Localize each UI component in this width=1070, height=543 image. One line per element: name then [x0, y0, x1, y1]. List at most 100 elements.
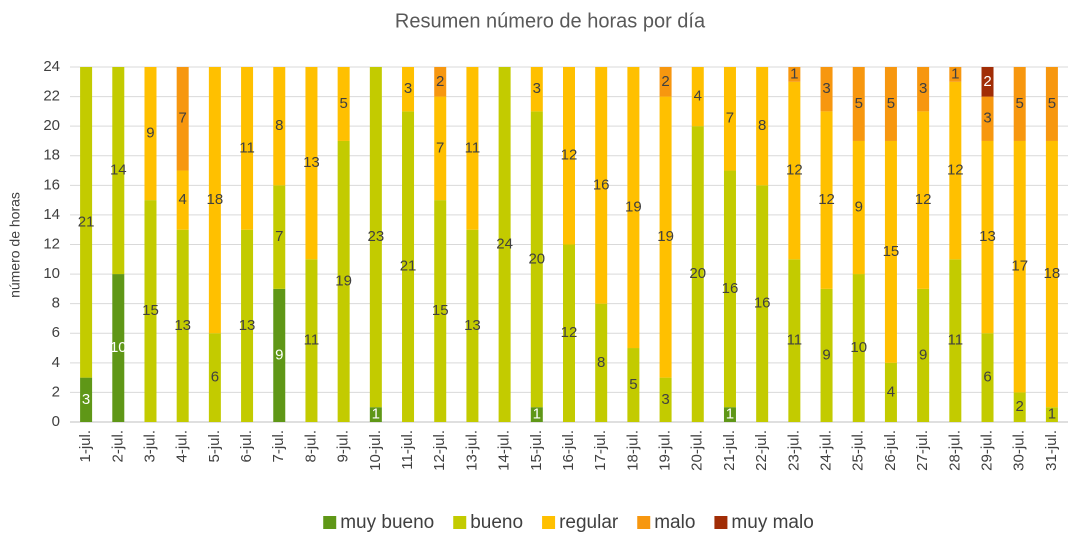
- bar-segment: [981, 67, 994, 97]
- bar-segment: [1045, 407, 1058, 422]
- data-label: 3: [82, 391, 90, 408]
- bar-segment: [917, 288, 930, 422]
- bar-segment: [1045, 67, 1058, 141]
- data-label: 20: [689, 265, 706, 282]
- data-label: 3: [404, 80, 412, 97]
- data-label: 19: [657, 228, 674, 245]
- bar-segment: [402, 67, 415, 112]
- data-label: 10: [850, 339, 867, 356]
- data-label: 15: [142, 302, 159, 319]
- bar-segment: [273, 67, 286, 186]
- x-tick-label: 16-jul.: [560, 430, 577, 471]
- legend-label: regular: [559, 512, 619, 533]
- bar-segment: [176, 229, 189, 422]
- bar-segment: [659, 377, 672, 422]
- bar-segment: [659, 67, 672, 97]
- bar-segment: [466, 67, 479, 230]
- x-tick-label: 26-jul.: [882, 430, 899, 471]
- x-tick-label: 8-jul.: [302, 430, 319, 463]
- x-tick-label: 28-jul.: [946, 430, 963, 471]
- bar-segment: [337, 67, 350, 141]
- bar-segment: [627, 348, 640, 422]
- data-label: 11: [304, 332, 320, 349]
- bar-segment: [80, 67, 93, 378]
- x-tick-label: 29-jul.: [978, 430, 995, 471]
- bar-segment: [595, 67, 608, 304]
- bar-segment: [659, 96, 672, 378]
- bar-segment: [949, 81, 962, 260]
- data-label: 12: [561, 324, 578, 341]
- bar-segment: [369, 67, 382, 408]
- x-tick-label: 21-jul.: [721, 430, 738, 471]
- bar-segment: [563, 244, 575, 422]
- y-tick-label: 24: [43, 58, 60, 75]
- bar-segment: [530, 67, 543, 112]
- bar-segment: [305, 259, 318, 422]
- data-label: 1: [790, 65, 798, 82]
- bar-segment: [1013, 67, 1026, 141]
- bar-segment: [369, 407, 382, 422]
- bar-segment: [788, 81, 801, 260]
- bar-segment: [788, 67, 801, 82]
- data-label: 2: [436, 73, 444, 90]
- x-tick-label: 12-jul.: [431, 430, 448, 471]
- bar-segment: [1045, 140, 1058, 408]
- bar-segment: [144, 200, 157, 422]
- data-label: 11: [787, 332, 803, 349]
- data-label: 2: [661, 73, 669, 90]
- bar-segment: [241, 67, 254, 230]
- bar-segment: [273, 185, 286, 289]
- data-label: 8: [597, 354, 605, 371]
- bar-segment: [112, 274, 125, 422]
- y-tick-label: 0: [52, 413, 60, 430]
- x-tick-label: 18-jul.: [624, 430, 641, 471]
- data-label: 13: [979, 228, 996, 245]
- bar-segment: [498, 67, 511, 422]
- legend-swatch: [323, 516, 337, 529]
- data-label: 1: [951, 65, 959, 82]
- bar-segment: [756, 185, 769, 422]
- data-label: 3: [919, 80, 927, 97]
- bar-segment: [1013, 392, 1026, 422]
- data-label: 13: [239, 317, 256, 334]
- bar-segment: [981, 140, 994, 334]
- bar-segment: [595, 303, 608, 422]
- bar-segment: [434, 67, 447, 97]
- bar-segment: [917, 67, 930, 112]
- data-label: 23: [367, 228, 384, 245]
- chart-title: Resumen número de horas por día: [395, 10, 706, 32]
- legend-label: bueno: [470, 512, 523, 533]
- bar-segment: [402, 111, 415, 422]
- data-label: 21: [400, 258, 417, 275]
- bar-segment: [820, 67, 833, 112]
- bar-segment: [756, 67, 769, 186]
- bar-segment: [852, 274, 865, 422]
- bar-segment: [723, 67, 736, 171]
- data-label: 19: [335, 272, 352, 289]
- x-tick-label: 1-jul.: [77, 430, 94, 463]
- data-label: 4: [694, 88, 702, 105]
- data-label: 2: [1016, 398, 1024, 415]
- data-label: 7: [275, 228, 283, 245]
- y-tick-label: 4: [52, 354, 60, 371]
- data-label: 5: [629, 376, 637, 393]
- data-label: 1: [372, 406, 380, 423]
- x-tick-label: 17-jul.: [592, 430, 609, 471]
- data-label: 3: [983, 110, 991, 127]
- bar-segment: [981, 96, 994, 141]
- x-tick-label: 27-jul.: [914, 430, 931, 471]
- data-label: 11: [239, 139, 255, 156]
- data-label: 14: [110, 162, 127, 179]
- data-label: 16: [754, 295, 771, 312]
- data-label: 20: [528, 250, 545, 267]
- data-label: 2: [983, 73, 991, 90]
- data-label: 10: [110, 339, 127, 356]
- x-tick-label: 14-jul.: [496, 430, 513, 471]
- data-label: 5: [855, 95, 863, 112]
- x-tick-label: 4-jul.: [174, 430, 191, 463]
- bar-segment: [208, 67, 221, 334]
- data-label: 11: [948, 332, 964, 349]
- bar-segment: [949, 67, 962, 82]
- data-label: 3: [661, 391, 669, 408]
